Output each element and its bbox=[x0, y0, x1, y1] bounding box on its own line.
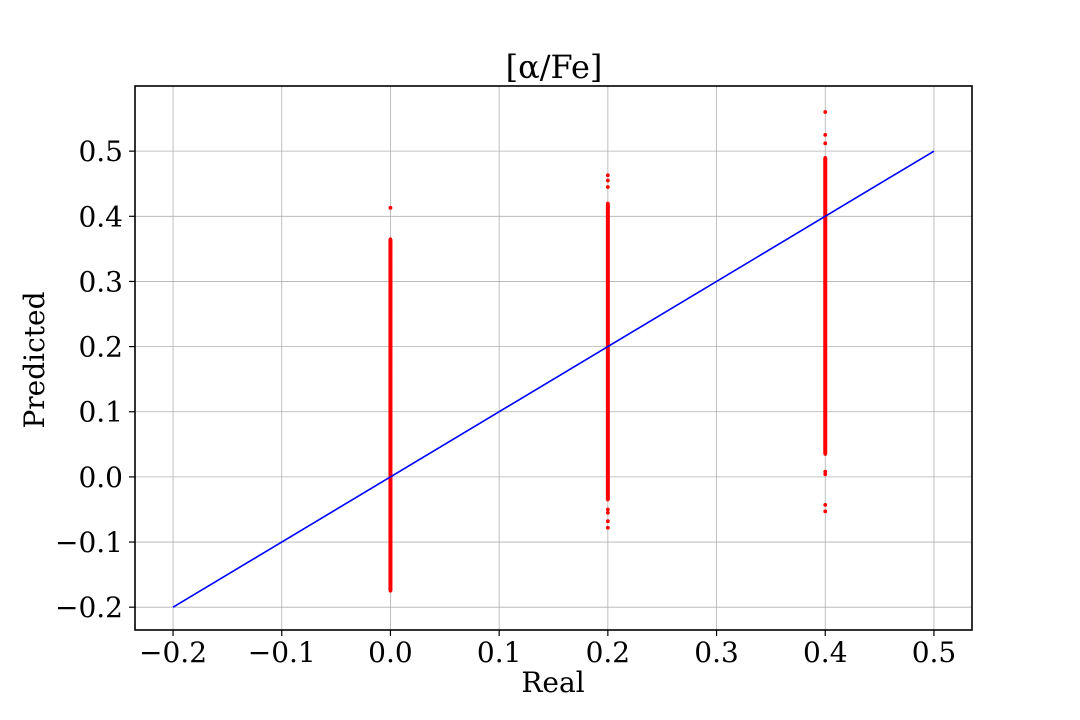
y-axis-ticks: −0.2 −0.1 0.0 0.1 0.2 0.3 0.4 0.5 bbox=[55, 135, 135, 624]
scatter-point bbox=[606, 201, 610, 205]
scatter-point bbox=[605, 185, 610, 189]
x-tick-label: 0.2 bbox=[586, 636, 631, 669]
x-tick-label: 0.1 bbox=[477, 636, 522, 669]
scatter-point bbox=[823, 132, 828, 137]
x-axis-ticks: −0.2 −0.1 0.0 0.1 0.2 0.3 0.4 0.5 bbox=[139, 630, 956, 669]
x-tick-label: −0.2 bbox=[139, 636, 207, 669]
scatter-point bbox=[605, 525, 610, 530]
scatter-point bbox=[823, 141, 828, 146]
y-tick-label: −0.2 bbox=[55, 591, 123, 624]
x-tick-label: 0.5 bbox=[912, 636, 957, 669]
y-tick-label: 0.2 bbox=[78, 331, 123, 364]
y-tick-label: 0.0 bbox=[78, 461, 123, 494]
scatter-point bbox=[823, 110, 828, 114]
x-tick-label: 0.0 bbox=[368, 636, 413, 669]
y-axis-label: Predicted bbox=[18, 291, 51, 428]
x-tick-label: 0.3 bbox=[694, 636, 739, 669]
x-axis-label: Real bbox=[521, 666, 584, 699]
scatter-point bbox=[605, 510, 610, 515]
scatter-point bbox=[388, 205, 393, 210]
scatter-point bbox=[605, 507, 610, 512]
y-tick-label: 0.3 bbox=[78, 265, 123, 298]
scatter-point bbox=[605, 519, 610, 524]
y-tick-label: −0.1 bbox=[55, 526, 123, 559]
scatter-point bbox=[605, 173, 610, 178]
x-tick-label: −0.1 bbox=[248, 636, 316, 669]
scatter-point bbox=[823, 155, 827, 160]
y-tick-label: 0.4 bbox=[78, 200, 123, 233]
chart-title: [α/Fe] bbox=[506, 48, 603, 86]
scatter-point bbox=[823, 509, 828, 514]
scatter-point bbox=[823, 469, 828, 474]
y-tick-label: 0.1 bbox=[78, 396, 123, 429]
plot-data bbox=[172, 110, 935, 608]
x-tick-label: 0.4 bbox=[803, 636, 848, 669]
identity-line bbox=[172, 150, 935, 608]
y-tick-label: 0.5 bbox=[78, 135, 123, 168]
plot-frame bbox=[134, 85, 973, 631]
scatter-point bbox=[605, 178, 610, 183]
scatter-point bbox=[388, 239, 393, 243]
scatter-point bbox=[823, 503, 828, 507]
scatter-point bbox=[823, 472, 828, 477]
